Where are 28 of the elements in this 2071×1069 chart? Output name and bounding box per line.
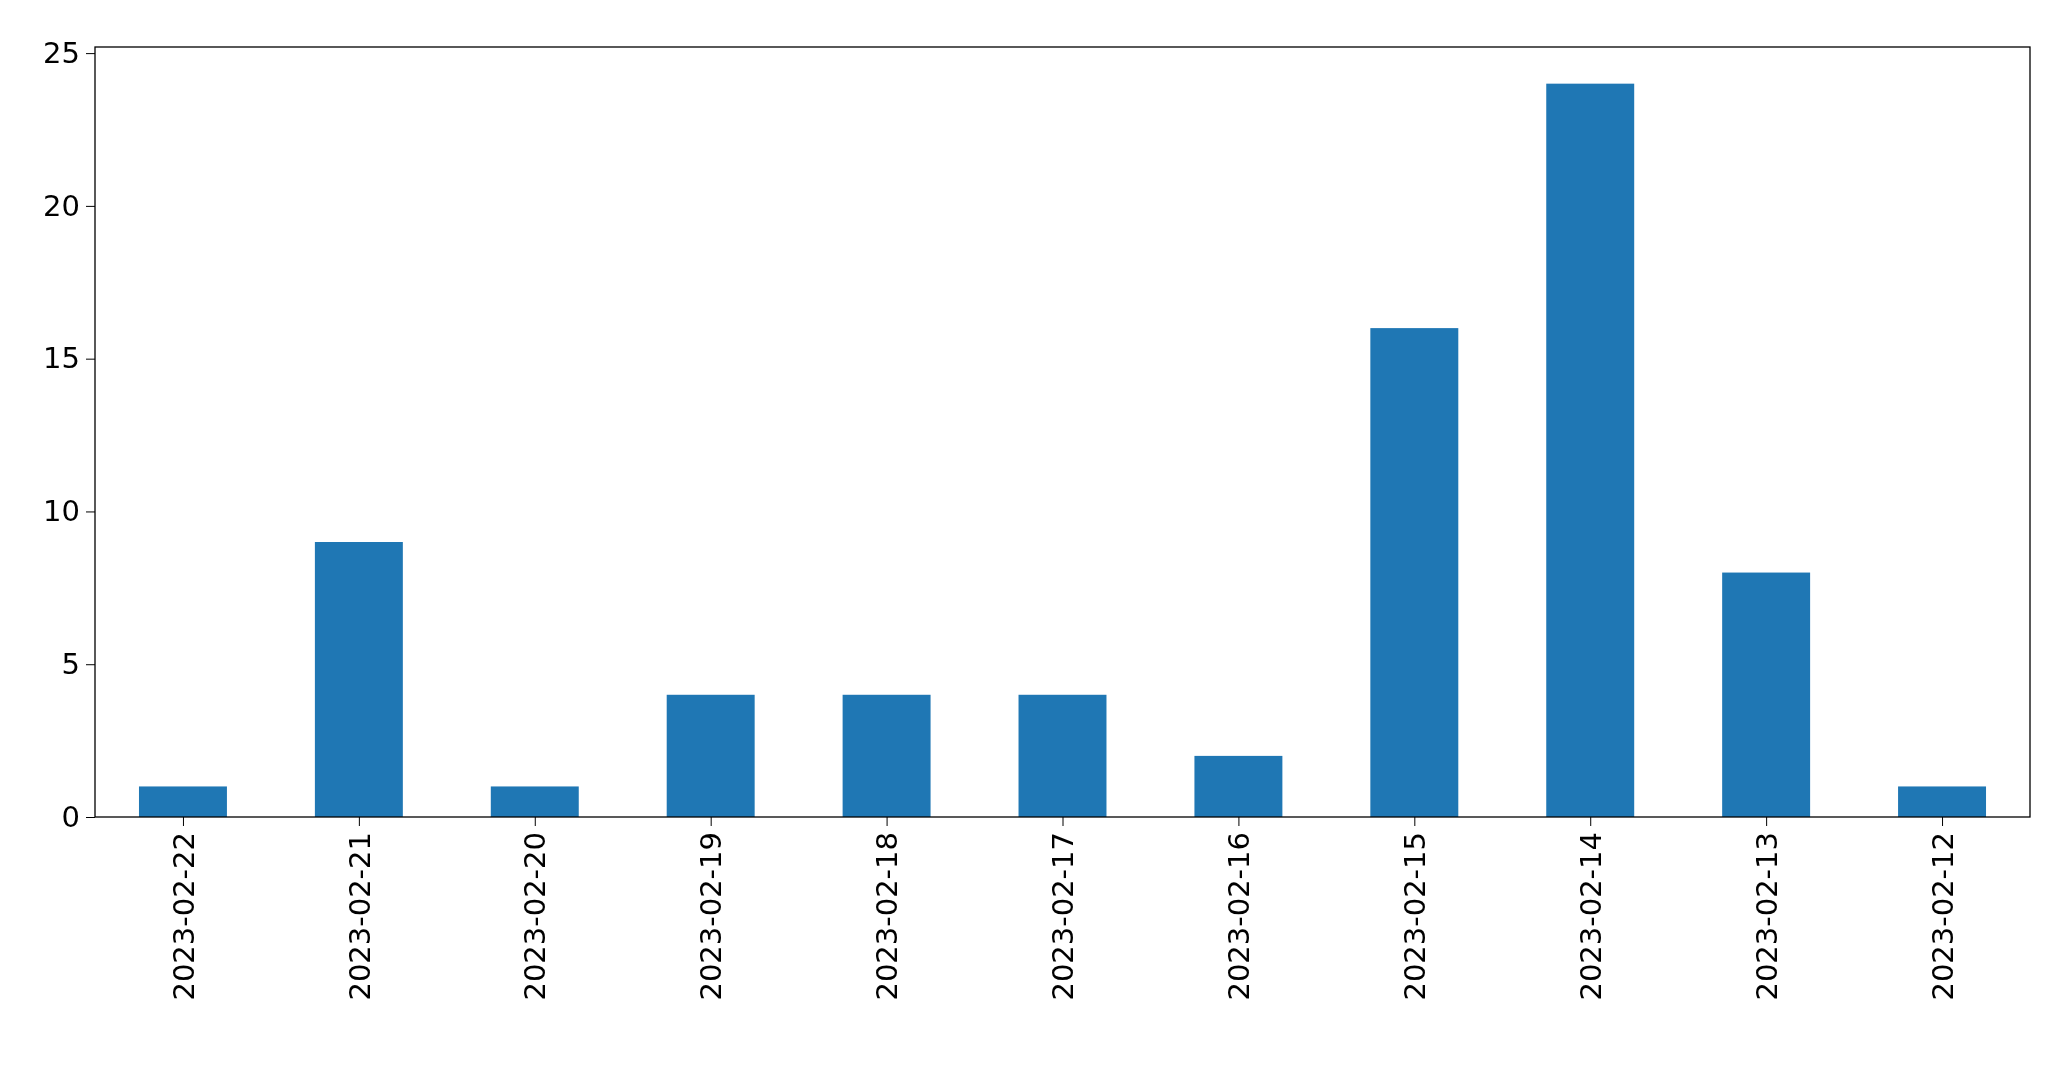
x-tick-label: 2023-02-16 xyxy=(1222,832,1257,1001)
bar xyxy=(666,694,755,817)
bar xyxy=(1898,786,1987,817)
bar xyxy=(1722,572,1811,817)
x-tick-label: 2023-02-22 xyxy=(166,832,201,1001)
x-tick-label: 2023-02-18 xyxy=(870,832,905,1001)
bar xyxy=(842,694,931,817)
bar xyxy=(490,786,579,817)
bar xyxy=(1370,328,1459,817)
bar xyxy=(1546,83,1635,817)
bar xyxy=(314,542,403,817)
x-tick-label: 2023-02-17 xyxy=(1046,832,1081,1001)
x-tick-label: 2023-02-14 xyxy=(1573,832,1608,1001)
y-tick-label: 15 xyxy=(43,341,80,376)
y-tick-label: 0 xyxy=(61,799,80,834)
x-tick-label: 2023-02-15 xyxy=(1397,832,1432,1001)
bar xyxy=(1194,755,1283,817)
bar xyxy=(1018,694,1107,817)
bar xyxy=(138,786,227,817)
x-tick-label: 2023-02-13 xyxy=(1749,832,1784,1001)
y-tick-label: 10 xyxy=(43,494,80,529)
x-tick-label: 2023-02-19 xyxy=(694,832,729,1001)
y-tick-label: 25 xyxy=(43,35,80,70)
x-tick-label: 2023-02-21 xyxy=(342,832,377,1001)
y-tick-label: 20 xyxy=(43,188,80,223)
y-tick-label: 5 xyxy=(61,647,80,681)
x-tick-label: 2023-02-12 xyxy=(1925,832,1960,1001)
x-tick-label: 2023-02-20 xyxy=(518,832,553,1001)
